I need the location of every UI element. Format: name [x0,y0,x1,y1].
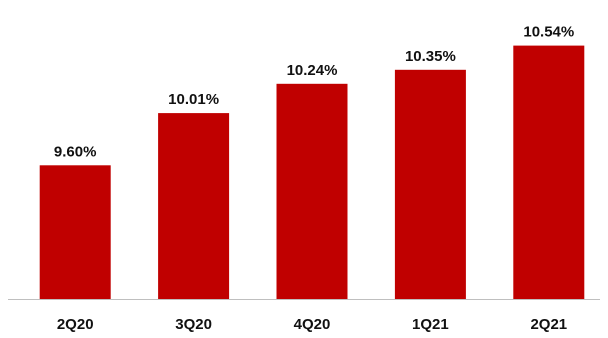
x-tick-labels-group: 2Q20 3Q20 4Q20 1Q21 2Q21 [57,316,567,333]
x-tick-label-2Q21: 2Q21 [530,316,567,333]
bar-1Q21 [394,69,466,299]
x-tick-label-2Q20: 2Q20 [57,316,94,333]
data-label-2Q21: 10.54% [523,24,574,41]
bars-group [39,45,585,299]
bar-2Q21 [513,45,585,299]
data-label-3Q20: 10.01% [168,91,219,108]
bar-3Q20 [158,113,230,299]
bar-2Q20 [39,165,111,299]
x-tick-label-3Q20: 3Q20 [175,316,212,333]
data-label-2Q20: 9.60% [54,143,97,160]
bar-4Q20 [276,83,348,299]
data-label-1Q21: 10.35% [405,48,456,65]
x-tick-label-4Q20: 4Q20 [294,316,331,333]
data-label-4Q20: 10.24% [287,62,338,79]
x-tick-label-1Q21: 1Q21 [412,316,449,333]
data-labels-group: 9.60% 10.01% 10.24% 10.35% 10.54% [54,24,574,161]
